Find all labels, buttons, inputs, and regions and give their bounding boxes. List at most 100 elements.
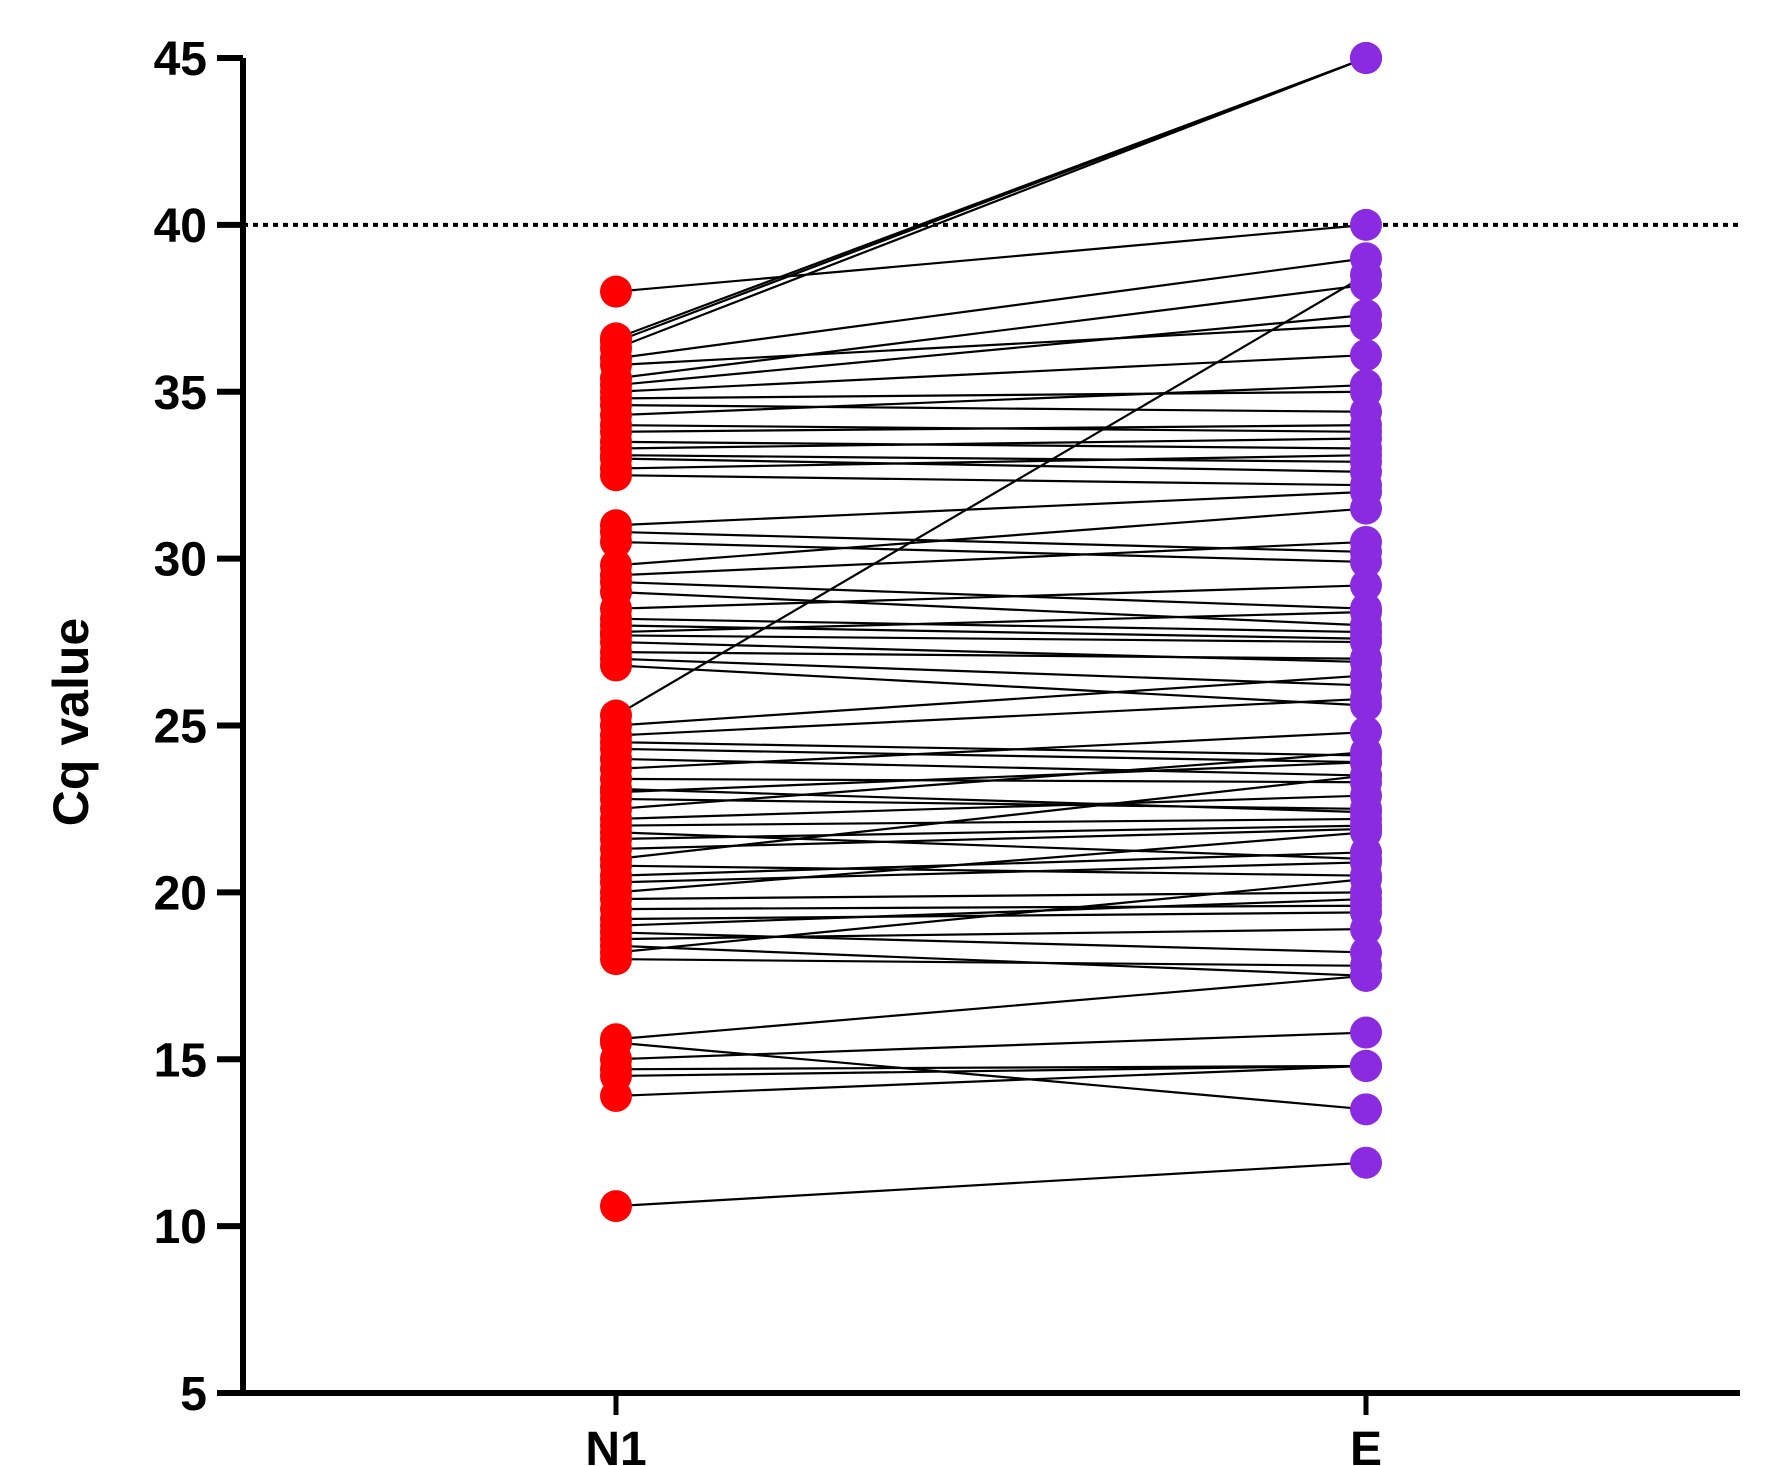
pair-line-41 — [615, 757, 1367, 777]
pair-line-61 — [615, 897, 1367, 927]
pair-line-54 — [615, 864, 1367, 877]
y-axis-ticks: 5 10 15 20 25 30 35 40 45 — [154, 33, 243, 1421]
pair-line-16 — [615, 454, 1367, 463]
pair-line-31 — [615, 634, 1367, 644]
y-tick-label-15: 15 — [154, 1034, 207, 1087]
pair-line-67 — [615, 974, 1367, 1041]
pair-line-34 — [615, 657, 1367, 687]
e-point-8 — [1350, 339, 1382, 372]
pair-line-26 — [615, 590, 1367, 627]
pair-line-51 — [615, 824, 1367, 841]
e-point-69 — [1350, 1016, 1382, 1049]
pair-line-40 — [615, 747, 1367, 764]
e-point-73 — [1350, 1146, 1382, 1179]
e-point-57 — [1350, 816, 1382, 849]
pair-line-18 — [615, 454, 1367, 470]
pair-line-20 — [615, 490, 1367, 527]
e-point-63 — [1350, 913, 1382, 946]
pair-line-47 — [615, 751, 1367, 811]
pair-line-55 — [615, 851, 1367, 877]
y-tick-label-5: 5 — [180, 1368, 207, 1421]
pair-line-28 — [615, 617, 1367, 634]
pair-line-70 — [615, 1064, 1367, 1071]
pair-line-19 — [615, 474, 1367, 487]
pair-line-6 — [615, 283, 1367, 380]
e-point-23 — [1350, 492, 1382, 525]
pair-line-66 — [615, 958, 1367, 967]
pair-line-48 — [615, 794, 1367, 821]
pair-line-58 — [615, 891, 1367, 901]
pair-line-37 — [615, 674, 1367, 727]
pair-line-42 — [615, 731, 1367, 770]
e-point-65 — [1350, 863, 1382, 896]
n1-point-72 — [600, 1079, 632, 1112]
y-axis-title: Cq value — [43, 618, 99, 826]
pair-line-22 — [615, 540, 1367, 564]
pair-line-3 — [615, 56, 1367, 350]
pair-line-65 — [615, 877, 1367, 954]
pair-line-5 — [615, 323, 1367, 367]
e-point-11 — [1350, 369, 1382, 402]
pair-line-59 — [615, 904, 1367, 911]
pair-line-57 — [615, 831, 1367, 894]
pair-line-9 — [615, 390, 1367, 400]
n1-point-73 — [600, 1190, 632, 1223]
pair-line-39 — [615, 741, 1367, 757]
pair-line-32 — [615, 640, 1367, 664]
pair-line-63 — [615, 927, 1367, 941]
pair-line-25 — [615, 580, 1367, 610]
pair-line-46 — [615, 797, 1367, 811]
pair-line-11 — [615, 383, 1367, 417]
y-tick-label-40: 40 — [154, 200, 207, 253]
pair-line-24 — [615, 540, 1367, 577]
x-tick-label-N1: N1 — [585, 1423, 646, 1466]
pair-line-0 — [615, 223, 1367, 293]
pair-line-7 — [615, 313, 1367, 387]
pair-line-35 — [615, 664, 1367, 707]
pair-line-36 — [615, 273, 1367, 717]
y-tick-label-25: 25 — [154, 701, 207, 754]
pair-line-4 — [615, 257, 1367, 360]
e-point-47 — [1350, 736, 1382, 769]
e-point-36 — [1350, 258, 1382, 291]
n1-point-0 — [600, 275, 632, 308]
pair-line-29 — [615, 624, 1367, 640]
pair-line-30 — [615, 610, 1367, 634]
pair-line-69 — [615, 1031, 1367, 1061]
pair-lines — [615, 56, 1367, 1208]
e-point-18 — [1350, 439, 1382, 472]
e-point-30 — [1350, 596, 1382, 629]
pair-line-17 — [615, 457, 1367, 473]
pair-line-44 — [615, 787, 1367, 814]
pair-line-71 — [615, 1064, 1367, 1078]
pair-line-68 — [615, 1041, 1367, 1111]
pair-line-49 — [615, 817, 1367, 827]
e-point-53 — [1350, 759, 1382, 792]
e-point-24 — [1350, 525, 1382, 558]
e-point-0 — [1350, 208, 1382, 241]
pair-line-14 — [615, 440, 1367, 450]
pair-line-62 — [615, 931, 1367, 954]
x-tick-label-E: E — [1350, 1423, 1382, 1466]
n1-point-19 — [600, 459, 632, 492]
pair-line-73 — [615, 1161, 1367, 1208]
pair-line-23 — [615, 507, 1367, 567]
y-tick-label-10: 10 — [154, 1201, 207, 1254]
y-tick-label-30: 30 — [154, 534, 207, 587]
e-point-72 — [1350, 1049, 1382, 1082]
pair-line-27 — [615, 584, 1367, 610]
n1-point-22 — [600, 525, 632, 558]
y-tick-label-45: 45 — [154, 33, 207, 86]
pair-line-72 — [615, 1064, 1367, 1098]
y-tick-label-20: 20 — [154, 867, 207, 920]
n1-point-66 — [600, 943, 632, 976]
e-point-3 — [1350, 42, 1382, 74]
e-point-68 — [1350, 1093, 1382, 1126]
pair-line-33 — [615, 650, 1367, 660]
e-point-27 — [1350, 569, 1382, 602]
y-tick-label-35: 35 — [154, 367, 207, 420]
pair-line-64 — [615, 944, 1367, 977]
e-point-67 — [1350, 959, 1382, 992]
x-axis-ticks: N1 E — [585, 1393, 1382, 1466]
pair-line-38 — [615, 697, 1367, 737]
